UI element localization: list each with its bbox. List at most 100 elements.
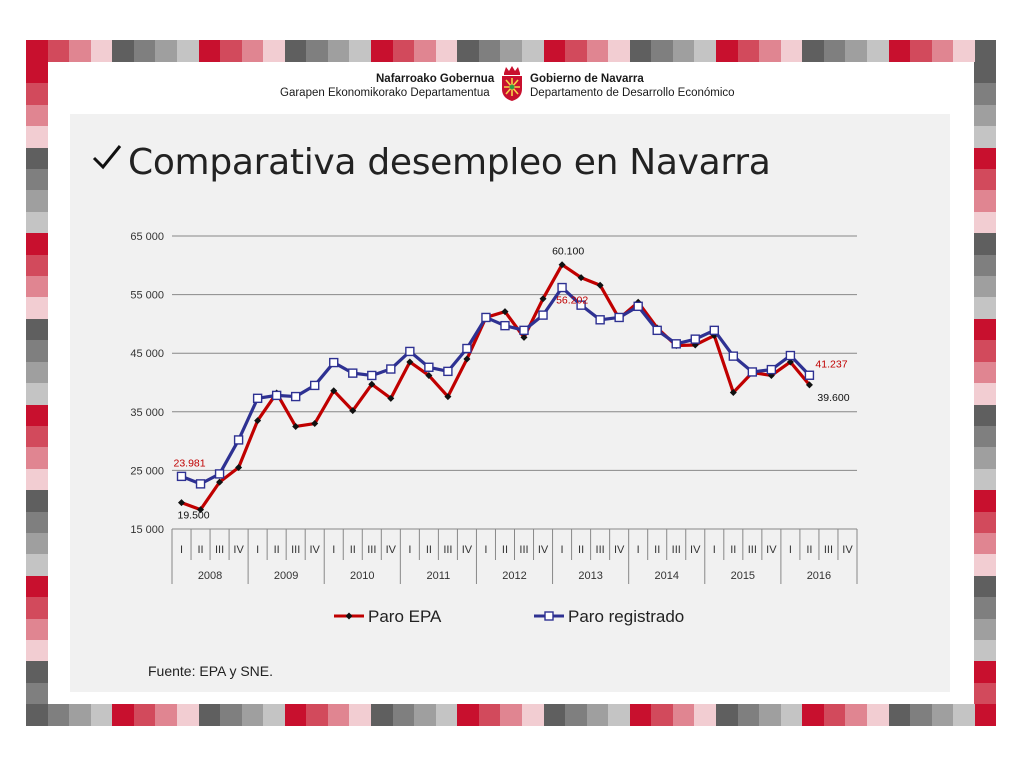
x-tick-label-quarter: IV <box>538 544 549 556</box>
data-point-paro-epa <box>501 308 509 316</box>
data-point-paro-registrado <box>271 390 282 401</box>
frame-tile <box>823 40 846 62</box>
frame-tile <box>845 40 867 62</box>
frame-tile <box>565 704 587 726</box>
frame-tile <box>974 126 996 148</box>
data-point-paro-registrado <box>538 310 548 320</box>
x-tick-label-quarter: I <box>637 544 640 556</box>
data-point-paro-registrado <box>367 370 377 381</box>
frame-tile <box>629 40 652 62</box>
frame-tile <box>974 532 996 555</box>
frame-tile <box>26 554 48 576</box>
frame-tile <box>435 704 458 726</box>
data-point-paro-registrado <box>500 320 510 331</box>
x-tick-label-quarter: II <box>426 544 432 556</box>
frame-tile <box>608 704 630 726</box>
data-point-paro-registrado <box>233 435 244 445</box>
frame-tile <box>26 447 48 469</box>
data-point-paro-registrado <box>405 346 415 357</box>
data-point-paro-registrado <box>424 362 434 372</box>
frame-tile <box>780 40 803 62</box>
data-point-paro-registrado <box>747 367 758 377</box>
frame-tile <box>26 639 48 662</box>
frame-tile <box>974 318 996 341</box>
frame-tile <box>26 661 48 683</box>
frame-tile <box>26 297 48 319</box>
data-point-paro-registrado <box>462 343 472 354</box>
data-point-paro-registrado <box>252 393 263 404</box>
x-tick-label-quarter: III <box>291 544 300 556</box>
frame-tile <box>69 704 91 726</box>
data-point-paro-epa <box>292 422 300 430</box>
data-point-paro-epa <box>729 388 737 396</box>
government-header: Nafarroako Gobernua Garapen Ekonomikorak… <box>270 64 750 106</box>
frame-tile <box>26 404 48 426</box>
frame-tile <box>155 704 177 726</box>
frame-tile <box>608 40 630 62</box>
legend-marker <box>345 612 353 620</box>
data-label: 19.500 <box>178 510 210 522</box>
frame-tile <box>931 704 954 726</box>
frame-tile <box>26 276 48 298</box>
frame-tile <box>26 468 48 491</box>
x-tick-label-quarter: IV <box>386 544 397 556</box>
legend-label: Paro EPA <box>368 607 442 626</box>
frame-tile <box>974 62 996 84</box>
frame-tile <box>931 40 954 62</box>
data-point-paro-epa <box>311 420 319 428</box>
data-point-paro-registrado <box>728 351 739 361</box>
frame-tile <box>888 704 911 726</box>
frame-tile <box>974 425 996 448</box>
frame-tile <box>26 211 48 234</box>
data-point-paro-registrado <box>614 312 624 323</box>
data-point-paro-epa <box>387 394 395 402</box>
y-tick-label: 65 000 <box>130 231 164 243</box>
source-note: Fuente: EPA y SNE. <box>148 663 274 679</box>
x-tick-label-quarter: III <box>824 544 833 556</box>
frame-tile <box>349 40 371 62</box>
x-tick-label-quarter: III <box>596 544 605 556</box>
frame-tile <box>155 40 177 62</box>
frame-tile <box>26 104 48 127</box>
frame-tile <box>974 147 996 170</box>
x-tick-label-year: 2014 <box>654 570 678 582</box>
frame-tile <box>672 704 695 726</box>
frame-tile <box>26 40 48 62</box>
x-tick-label-quarter: I <box>789 544 792 556</box>
data-point-paro-registrado <box>310 380 320 391</box>
frame-tile <box>26 83 48 105</box>
frame-tile <box>306 40 328 62</box>
frame-tile <box>457 40 479 62</box>
org-name-spanish: Gobierno de Navarra <box>530 73 644 85</box>
x-tick-label-quarter: I <box>256 544 259 556</box>
frame-tile <box>716 40 738 62</box>
data-label: 23.981 <box>174 457 206 469</box>
frame-tile <box>716 704 738 726</box>
x-tick-label-quarter: I <box>180 544 183 556</box>
frame-tile <box>974 83 996 105</box>
frame-tile <box>565 40 587 62</box>
x-tick-label-quarter: II <box>350 544 356 556</box>
frame-tile <box>26 190 48 212</box>
frame-tile <box>263 40 285 62</box>
x-tick-label-quarter: IV <box>690 544 701 556</box>
data-label: 56.202 <box>556 295 588 307</box>
frame-tile <box>974 575 996 598</box>
x-tick-label-year: 2012 <box>502 570 526 582</box>
data-point-paro-registrado <box>443 366 453 377</box>
org-name-basque: Nafarroako Gobernua <box>376 73 495 85</box>
frame-tile <box>198 40 221 62</box>
frame-tile <box>371 704 393 726</box>
frame-tile <box>26 511 48 533</box>
frame-tile <box>26 575 48 598</box>
decorative-frame-left <box>26 62 48 705</box>
frame-tile <box>500 704 522 726</box>
frame-tile <box>26 62 48 84</box>
x-tick-label-quarter: III <box>748 544 757 556</box>
frame-tile <box>414 704 436 726</box>
data-point-paro-epa <box>197 506 205 514</box>
frame-tile <box>26 147 48 170</box>
x-tick-label-quarter: II <box>806 544 812 556</box>
frame-tile <box>500 40 522 62</box>
